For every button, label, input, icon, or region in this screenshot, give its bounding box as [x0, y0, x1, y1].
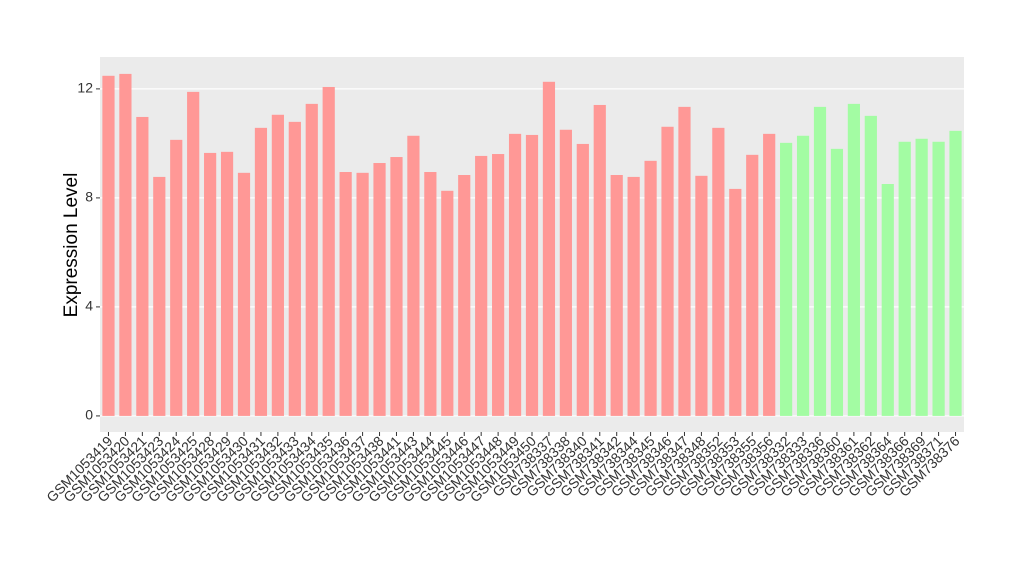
- bar: [492, 154, 505, 416]
- bar: [339, 172, 352, 416]
- bar: [881, 183, 894, 416]
- bar: [949, 130, 962, 416]
- bar: [525, 134, 539, 416]
- bar: [170, 139, 183, 416]
- bar: [475, 155, 488, 416]
- bar: [559, 129, 572, 416]
- bar: [898, 141, 911, 416]
- y-tick-label: 12: [77, 80, 93, 96]
- bar: [729, 188, 742, 416]
- bar: [593, 104, 606, 416]
- bar: [187, 91, 200, 416]
- bar: [254, 127, 268, 416]
- bar: [576, 143, 589, 416]
- y-axis-title: Expression Level: [61, 173, 82, 318]
- bar: [424, 172, 437, 416]
- bar: [237, 172, 251, 416]
- bar: [271, 114, 284, 416]
- bar: [458, 175, 471, 416]
- bar: [847, 103, 860, 416]
- bar: [288, 121, 301, 416]
- bar: [864, 115, 877, 416]
- bar: [763, 133, 776, 416]
- bar: [644, 160, 657, 416]
- bar: [712, 127, 725, 416]
- y-tick-label: 8: [85, 189, 93, 205]
- bar: [119, 73, 132, 416]
- bar: [780, 142, 793, 416]
- bar: [932, 141, 945, 416]
- bar: [136, 116, 149, 416]
- bar: [204, 152, 217, 416]
- bar: [915, 138, 928, 416]
- bar: [813, 106, 827, 416]
- bar: [830, 148, 844, 416]
- bar: [678, 106, 691, 416]
- bar: [220, 151, 234, 416]
- bar: [508, 133, 522, 416]
- bar: [542, 81, 556, 416]
- y-tick-label: 4: [85, 298, 93, 314]
- bar: [153, 176, 166, 416]
- y-tick-label: 0: [85, 407, 93, 423]
- bar: [356, 172, 369, 416]
- bar: [610, 175, 623, 416]
- bar: [102, 75, 115, 416]
- bar: [661, 126, 674, 416]
- bar: [373, 163, 386, 416]
- bar: [796, 135, 810, 416]
- bar: [746, 154, 759, 416]
- bar: [407, 135, 420, 416]
- bar: [441, 190, 454, 416]
- bar: [390, 157, 403, 416]
- bar: [322, 86, 335, 416]
- bar: [305, 103, 318, 416]
- bar: [695, 175, 708, 416]
- bar: [627, 176, 640, 416]
